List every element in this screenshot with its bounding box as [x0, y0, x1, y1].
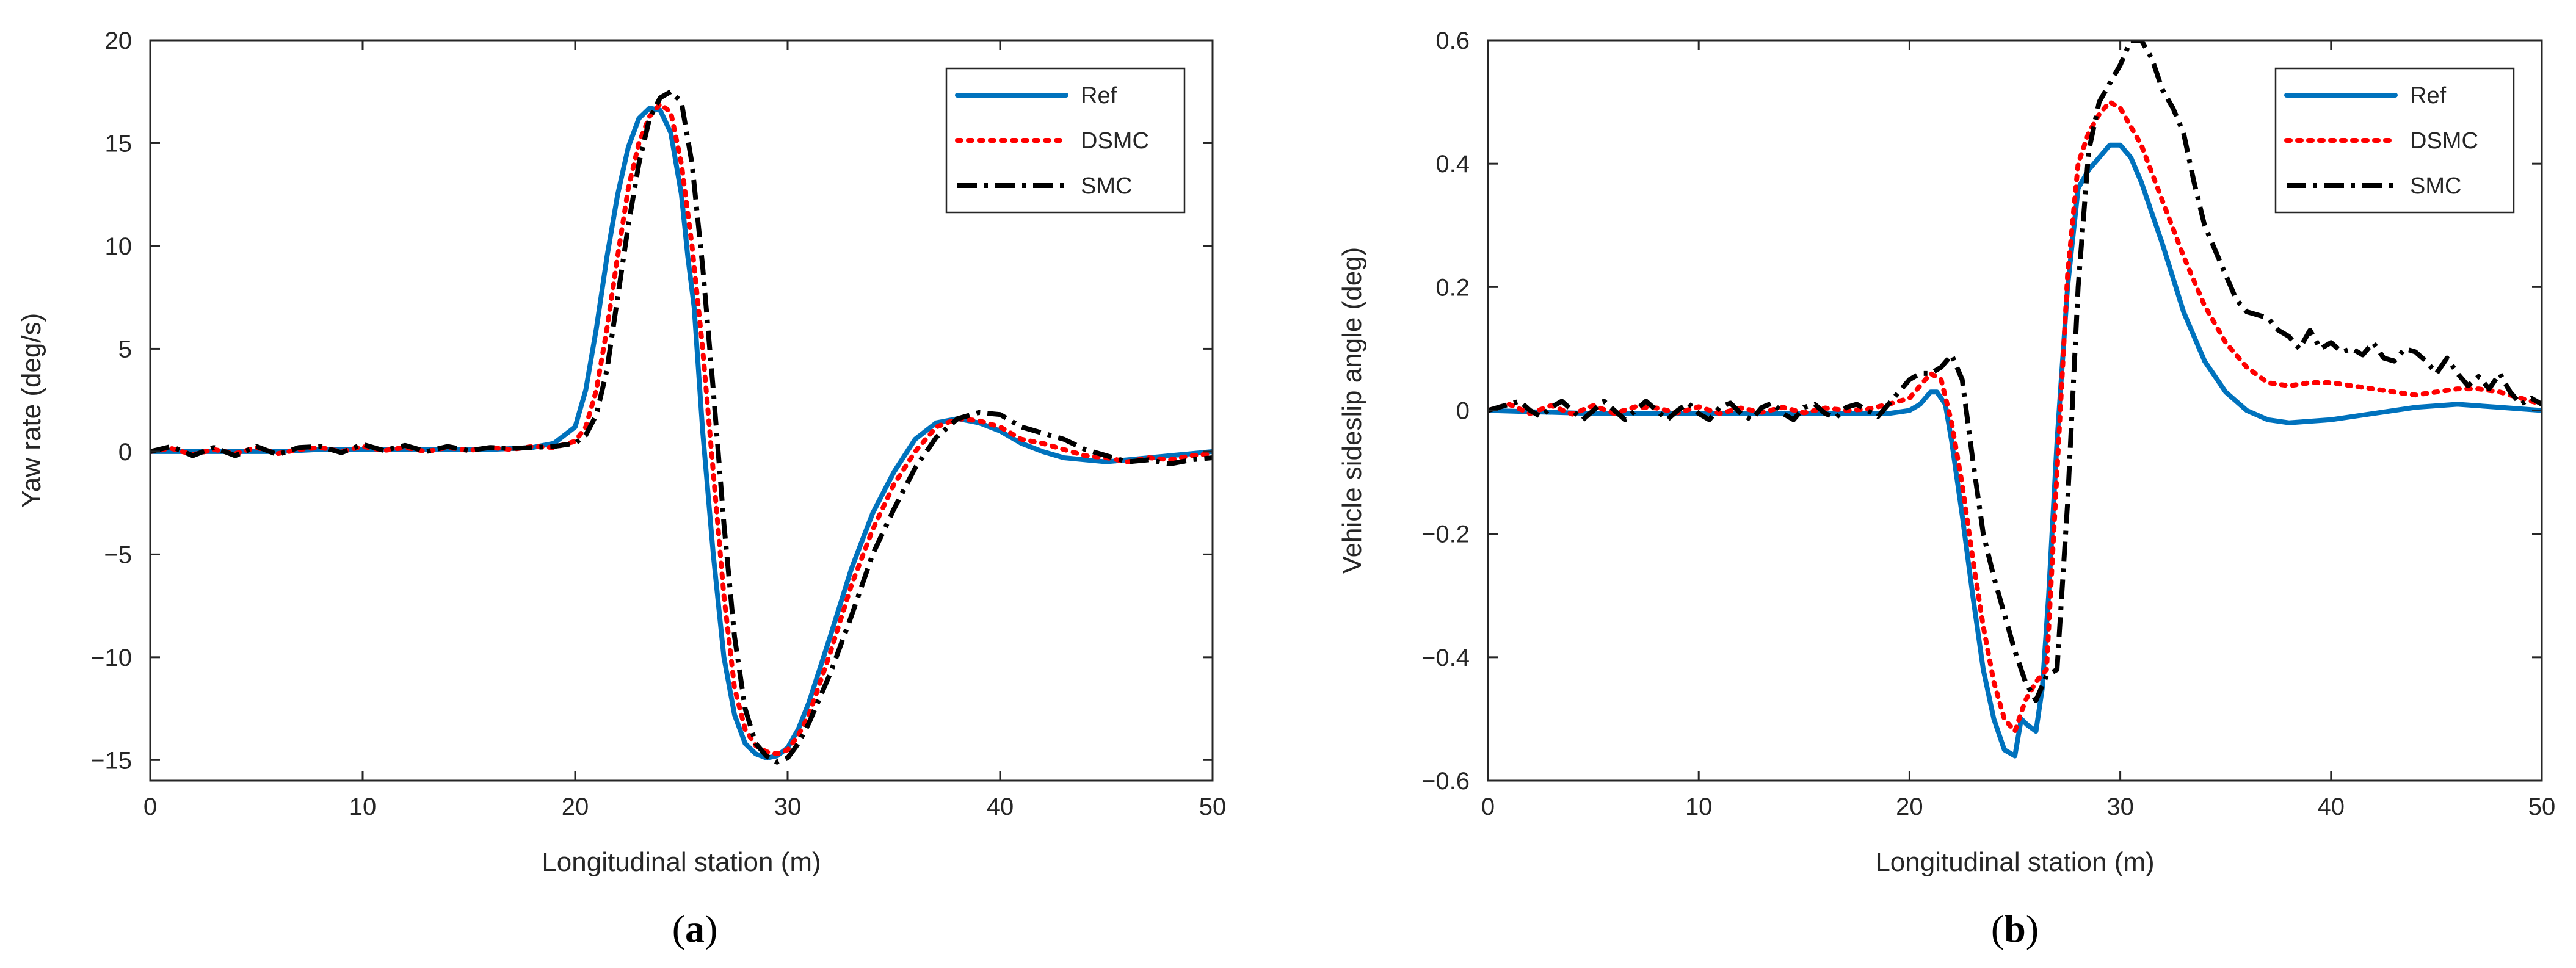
legend-label-dsmc: DSMC: [2410, 128, 2478, 154]
y-tick-label: −10: [90, 645, 132, 671]
y-tick-label: −5: [104, 541, 132, 568]
x-axis-title: Longitudinal station (m): [542, 847, 821, 877]
series-layer: [1488, 40, 2542, 759]
x-tick-label: 40: [987, 793, 1014, 820]
y-tick-label: 5: [118, 336, 132, 363]
x-tick-label: 10: [349, 793, 377, 820]
legend: Ref DSMC SMC: [945, 67, 1186, 214]
x-tick-label: 40: [2318, 793, 2345, 820]
x-tick-label: 10: [1685, 793, 1713, 820]
x-tick-label: 30: [774, 793, 802, 820]
panel-label-open-paren: (: [1991, 907, 2004, 950]
series-line-smc: [1488, 40, 2542, 703]
y-tick-label: −0.4: [1421, 645, 1470, 671]
legend-label-ref: Ref: [1081, 83, 1117, 109]
y-tick-label: 20: [105, 27, 132, 54]
series-line-dsmc: [1488, 99, 2542, 734]
legend-box: [945, 67, 1186, 214]
x-tick-label: 0: [1481, 793, 1495, 820]
y-tick-label: 0.2: [1435, 274, 1470, 301]
x-tick-label: 30: [2106, 793, 2134, 820]
y-tick-label: 10: [105, 233, 132, 260]
x-tick-label: 50: [1199, 793, 1227, 820]
legend-label-smc: SMC: [1081, 173, 1132, 199]
panel-label-close-paren: ): [705, 907, 717, 950]
y-tick-label: 0.4: [1435, 151, 1470, 178]
y-tick-label: 0: [1456, 398, 1470, 425]
panel-label-letter: b: [2004, 907, 2026, 950]
panel-label: (a): [672, 907, 718, 950]
series-layer: [150, 89, 1213, 765]
series-line-smc: [150, 89, 1213, 765]
x-tick-label: 0: [143, 793, 157, 820]
x-tick-label: 20: [1896, 793, 1923, 820]
y-tick-label: −15: [90, 747, 132, 774]
x-axis-title: Longitudinal station (m): [1875, 847, 2154, 877]
legend-box: [2274, 67, 2515, 214]
chart-yaw-rate: 0 10 20 30 40 50 −15 −10 −5 0 5 10 15 20 Longitudinal…: [16, 27, 1226, 950]
legend-label-smc: SMC: [2410, 173, 2461, 199]
y-axis-title: Yaw rate (deg/s): [16, 313, 46, 508]
chart-sideslip-angle: 0 10 20 30 40 50 −0.6 −0.4 −0.2 0 0.2 0.4 0.6 Longit…: [1337, 27, 2555, 950]
y-axis-title: Vehicle sideslip angle (deg): [1337, 247, 1367, 574]
axis-ticks: 0 10 20 30 40 50 −0.6 −0.4 −0.2 0 0.2 0.4 0.6: [1421, 27, 2555, 820]
x-tick-label: 50: [2528, 793, 2556, 820]
y-tick-label: 15: [105, 130, 132, 157]
y-tick-label: −0.2: [1421, 521, 1470, 548]
legend-label-ref: Ref: [2410, 83, 2447, 109]
x-tick-label: 20: [562, 793, 589, 820]
axis-ticks: 0 10 20 30 40 50 −15 −10 −5 0 5 10 15 20: [90, 27, 1226, 820]
legend: Ref DSMC SMC: [2274, 67, 2515, 214]
y-tick-label: −0.6: [1421, 768, 1470, 795]
legend-label-dsmc: DSMC: [1081, 128, 1149, 154]
y-tick-label: 0: [118, 439, 132, 466]
panel-label-open-paren: (: [672, 907, 685, 950]
panel-label-close-paren: ): [2026, 907, 2039, 950]
panel-label-letter: a: [685, 907, 705, 950]
panel-label: (b): [1991, 907, 2039, 950]
y-tick-label: 0.6: [1435, 27, 1470, 54]
plot-area-frame: [149, 39, 1214, 782]
